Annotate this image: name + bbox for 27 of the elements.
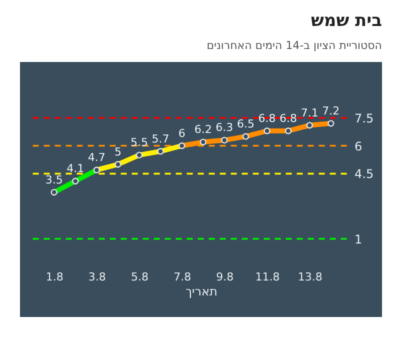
y-tick-label: 4.5 — [354, 167, 374, 182]
y-tick-label: 7.5 — [354, 111, 374, 126]
x-tick-label: 5.8 — [130, 270, 148, 284]
data-label: 5 — [114, 145, 122, 158]
x-tick-label: 13.8 — [298, 270, 322, 284]
data-label: 4.1 — [66, 162, 84, 176]
x-tick-label: 9.8 — [216, 270, 234, 284]
data-label: 5.7 — [152, 132, 170, 146]
data-label: 6.8 — [280, 112, 298, 125]
x-tick-label: 1.8 — [46, 270, 64, 284]
data-label: 4.7 — [88, 150, 106, 164]
x-tick-label: 11.8 — [255, 270, 280, 284]
data-label: 6.3 — [216, 121, 234, 134]
data-label: 6.2 — [194, 123, 212, 136]
x-axis-title: תאריך — [186, 284, 218, 298]
data-label: 7.1 — [300, 106, 318, 120]
data-label: 3.5 — [45, 173, 63, 186]
chart-title: בית שמש — [311, 11, 382, 31]
data-label: 6 — [178, 126, 186, 140]
data-label: 6.5 — [236, 117, 254, 130]
x-tick-label: 7.8 — [174, 270, 192, 284]
x-tick-label: 3.8 — [88, 270, 106, 284]
data-label: 7.2 — [322, 104, 340, 118]
y-tick-label: 6 — [354, 139, 362, 154]
chart-subtitle: הסטוריית הציון ב-14 הימים האחרונים — [206, 39, 382, 52]
data-label: 6.8 — [258, 112, 276, 125]
y-tick-label: 1 — [354, 232, 362, 246]
